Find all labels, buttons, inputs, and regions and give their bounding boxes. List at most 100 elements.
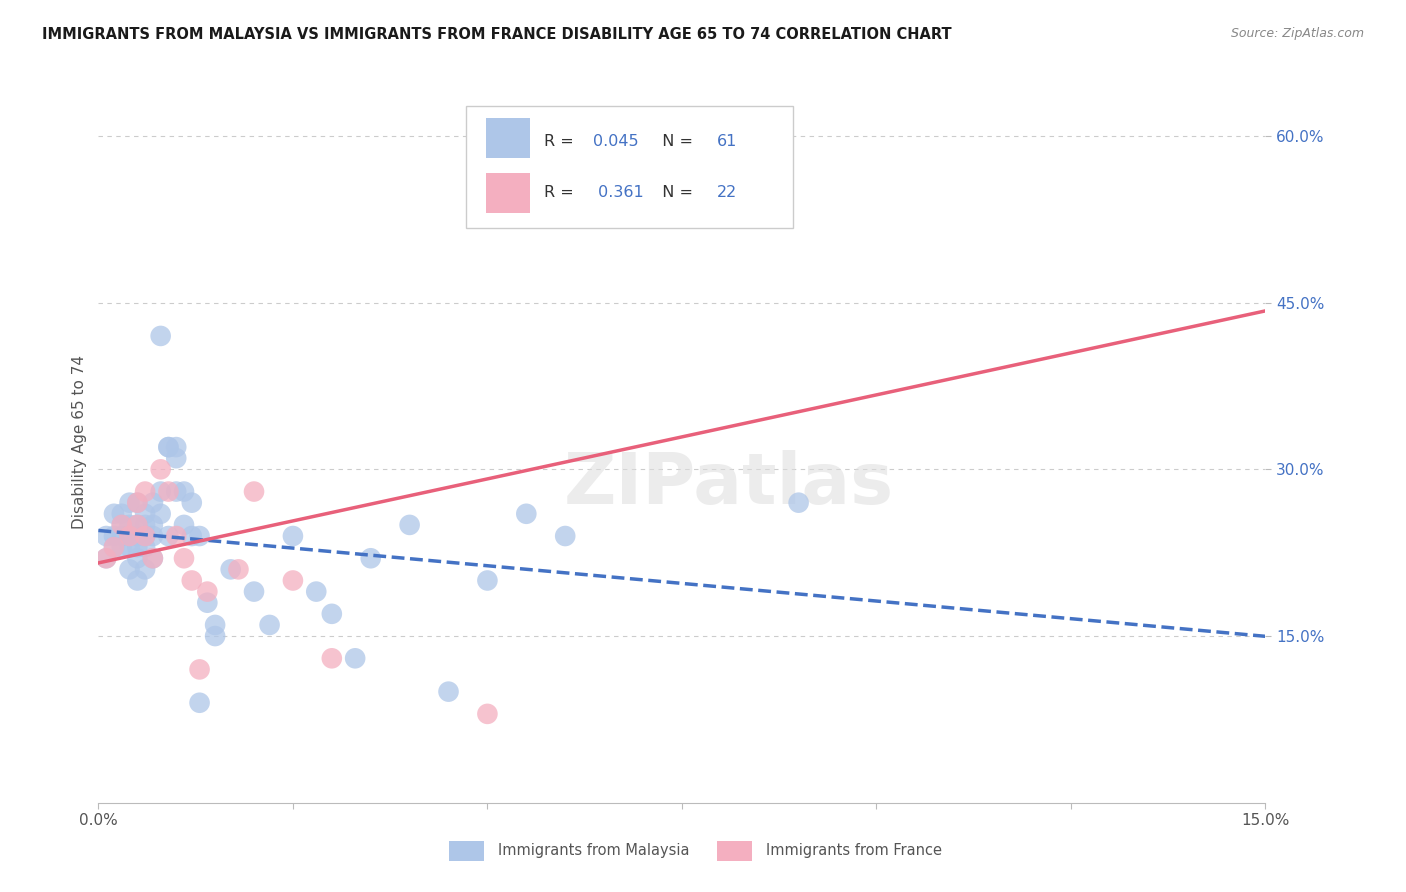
Point <box>118 517 141 532</box>
Point <box>134 562 156 576</box>
Point <box>103 540 125 554</box>
Point <box>134 507 156 521</box>
Point <box>142 529 165 543</box>
Point <box>259 618 281 632</box>
Point <box>142 517 165 532</box>
Point <box>305 584 328 599</box>
Point <box>321 651 343 665</box>
Point <box>554 151 576 165</box>
Point <box>204 629 226 643</box>
FancyBboxPatch shape <box>486 118 530 158</box>
Point <box>111 529 134 543</box>
Point <box>437 684 460 698</box>
Point <box>118 529 141 543</box>
Point <box>180 496 202 510</box>
Point <box>127 540 149 554</box>
Point <box>787 496 810 510</box>
Point <box>195 584 218 599</box>
Point <box>149 484 172 499</box>
Point <box>228 562 250 576</box>
Point <box>281 574 304 588</box>
Point <box>195 596 218 610</box>
Point <box>96 551 118 566</box>
FancyBboxPatch shape <box>465 105 793 228</box>
Text: N =: N = <box>651 185 697 200</box>
FancyBboxPatch shape <box>449 841 484 861</box>
Text: Immigrants from Malaysia: Immigrants from Malaysia <box>498 843 689 858</box>
Point <box>96 529 118 543</box>
Point <box>157 484 180 499</box>
Point <box>398 517 420 532</box>
Point <box>188 662 211 676</box>
Point <box>118 562 141 576</box>
Point <box>118 496 141 510</box>
Point <box>360 551 382 566</box>
Text: Source: ZipAtlas.com: Source: ZipAtlas.com <box>1230 27 1364 40</box>
Point <box>134 517 156 532</box>
Point <box>127 496 149 510</box>
Point <box>180 574 202 588</box>
Point <box>103 529 125 543</box>
Text: N =: N = <box>651 134 697 149</box>
Point <box>554 529 576 543</box>
Point <box>243 484 266 499</box>
Point <box>173 517 195 532</box>
Point <box>165 440 187 454</box>
Point <box>118 540 141 554</box>
Point <box>477 706 499 721</box>
Point <box>165 529 187 543</box>
Point <box>188 696 211 710</box>
Point <box>142 551 165 566</box>
Point <box>149 462 172 476</box>
Point <box>180 529 202 543</box>
Point <box>103 540 125 554</box>
Point <box>142 496 165 510</box>
Point <box>344 651 367 665</box>
Text: R =: R = <box>544 134 579 149</box>
Point <box>127 496 149 510</box>
Point <box>321 607 343 621</box>
Point <box>204 618 226 632</box>
Point <box>127 551 149 566</box>
Point <box>515 507 537 521</box>
Text: 61: 61 <box>717 134 737 149</box>
Point <box>96 551 118 566</box>
Y-axis label: Disability Age 65 to 74: Disability Age 65 to 74 <box>72 354 87 529</box>
Point <box>134 484 156 499</box>
Point <box>127 517 149 532</box>
Point <box>188 529 211 543</box>
Text: Immigrants from France: Immigrants from France <box>766 843 942 858</box>
Point <box>165 484 187 499</box>
Point <box>134 529 156 543</box>
Point <box>149 329 172 343</box>
Point <box>243 584 266 599</box>
Point <box>111 507 134 521</box>
Point <box>157 440 180 454</box>
Point <box>165 451 187 466</box>
Text: 0.045: 0.045 <box>593 134 638 149</box>
Text: ZIPatlas: ZIPatlas <box>564 450 894 519</box>
Text: 22: 22 <box>717 185 737 200</box>
Point <box>127 574 149 588</box>
Point <box>127 517 149 532</box>
Point <box>103 507 125 521</box>
Point <box>477 574 499 588</box>
Point <box>157 529 180 543</box>
Point <box>149 507 172 521</box>
FancyBboxPatch shape <box>717 841 752 861</box>
Point <box>219 562 242 576</box>
Text: 0.361: 0.361 <box>593 185 644 200</box>
Point <box>127 529 149 543</box>
Point <box>281 529 304 543</box>
Point <box>134 529 156 543</box>
Text: IMMIGRANTS FROM MALAYSIA VS IMMIGRANTS FROM FRANCE DISABILITY AGE 65 TO 74 CORRE: IMMIGRANTS FROM MALAYSIA VS IMMIGRANTS F… <box>42 27 952 42</box>
Point <box>142 551 165 566</box>
Point <box>134 540 156 554</box>
Point <box>111 540 134 554</box>
FancyBboxPatch shape <box>486 173 530 213</box>
Point <box>111 517 134 532</box>
Point <box>173 551 195 566</box>
Text: R =: R = <box>544 185 579 200</box>
Point <box>111 517 134 532</box>
Point <box>157 440 180 454</box>
